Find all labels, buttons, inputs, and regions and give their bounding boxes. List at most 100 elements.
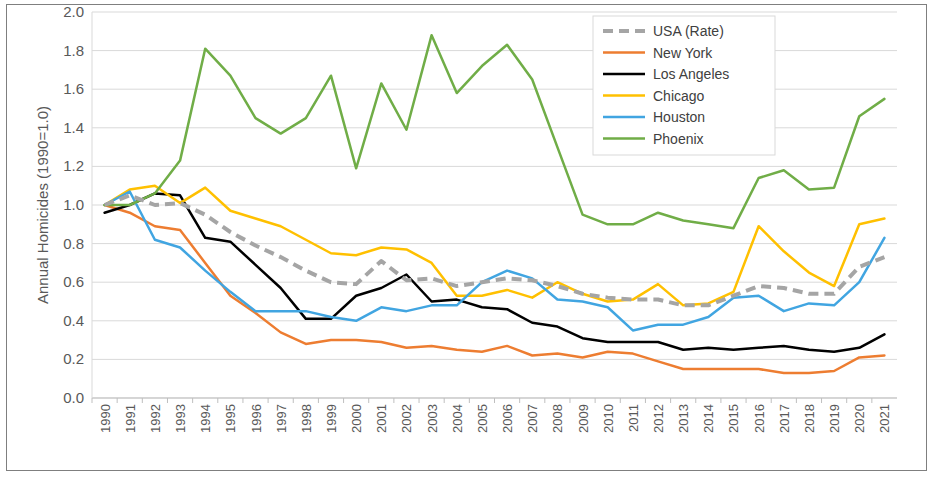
x-tick-label: 2004	[450, 404, 465, 433]
x-tick-label: 2015	[726, 404, 741, 433]
x-tick	[444, 398, 445, 403]
x-tick	[746, 398, 747, 403]
x-tick-label: 1994	[198, 404, 213, 433]
x-tick-label: 1991	[123, 404, 138, 433]
x-tick-label: 2018	[802, 404, 817, 433]
x-tick-label: 2003	[425, 404, 440, 433]
y-axis-label: Annual Homicides (1990=1.0)	[34, 106, 51, 304]
legend-label: Chicago	[653, 88, 705, 104]
x-tick-label: 2011	[626, 404, 641, 432]
x-tick	[343, 398, 344, 403]
grid-line	[92, 205, 897, 206]
legend-swatch	[603, 94, 645, 97]
y-tick-label: 1.0	[63, 196, 84, 213]
x-tick-label: 2013	[676, 404, 691, 433]
legend-label: USA (Rate)	[653, 23, 724, 39]
x-tick-label: 2007	[525, 404, 540, 433]
series-line	[105, 186, 885, 306]
x-tick-label: 2012	[651, 404, 666, 433]
x-tick-label: 1997	[274, 404, 289, 433]
y-tick-label: 2.0	[63, 3, 84, 20]
x-tick-label: 2005	[475, 404, 490, 433]
x-tick	[494, 398, 495, 403]
x-tick-label: 2000	[349, 404, 364, 433]
x-tick-label: 1990	[98, 404, 113, 433]
x-tick-label: 1999	[324, 404, 339, 433]
x-tick	[142, 398, 143, 403]
x-tick-label: 2006	[500, 404, 515, 433]
y-tick-label: 0.8	[63, 235, 84, 252]
x-tick	[569, 398, 570, 403]
x-tick-label: 2017	[777, 404, 792, 433]
grid-line	[92, 282, 897, 283]
x-tick-label: 2001	[374, 404, 389, 433]
legend-swatch	[603, 116, 645, 119]
y-tick-label: 0.6	[63, 273, 84, 290]
legend-label: Phoenix	[653, 131, 704, 147]
grid-line	[92, 359, 897, 360]
x-tick	[595, 398, 596, 403]
legend: USA (Rate) New York Los Angeles Chicago Hous…	[593, 16, 775, 155]
x-tick	[645, 398, 646, 403]
legend-label: New York	[653, 45, 713, 61]
x-tick	[92, 398, 93, 403]
legend-swatch	[603, 137, 645, 140]
y-tick-label: 0.0	[63, 389, 84, 406]
x-tick-label: 2010	[601, 404, 616, 433]
x-tick	[695, 398, 696, 403]
x-tick	[217, 398, 218, 403]
x-tick-label: 2009	[576, 404, 591, 433]
x-tick	[620, 398, 621, 403]
x-tick-label: 2019	[827, 404, 842, 433]
x-tick-label: 1995	[223, 404, 238, 433]
grid-line	[92, 50, 897, 51]
x-tick	[771, 398, 772, 403]
x-tick	[368, 398, 369, 403]
x-tick	[318, 398, 319, 403]
legend-swatch	[603, 51, 645, 54]
x-tick-label: 2002	[399, 404, 414, 433]
legend-swatch	[603, 73, 645, 76]
x-tick-label: 2016	[752, 404, 767, 433]
x-tick	[670, 398, 671, 403]
y-tick-label: 1.4	[63, 119, 84, 136]
series-line	[105, 191, 885, 330]
y-tick-label: 1.8	[63, 42, 84, 59]
x-tick	[242, 398, 243, 403]
x-tick-label: 1992	[148, 404, 163, 433]
x-tick-label: 1993	[173, 404, 188, 433]
legend-label: Los Angeles	[653, 66, 729, 82]
y-tick-label: 0.4	[63, 312, 84, 329]
x-tick	[720, 398, 721, 403]
x-tick	[469, 398, 470, 403]
x-tick	[544, 398, 545, 403]
x-tick	[419, 398, 420, 403]
grid-line	[92, 166, 897, 167]
series-line	[105, 193, 885, 351]
x-tick	[167, 398, 168, 403]
grid-line	[92, 12, 897, 13]
x-tick	[393, 398, 394, 403]
x-tick-label: 2008	[550, 404, 565, 433]
x-tick	[293, 398, 294, 403]
x-tick	[796, 398, 797, 403]
x-tick	[192, 398, 193, 403]
legend-box	[593, 16, 775, 155]
x-tick	[821, 398, 822, 403]
x-tick-label: 1998	[299, 404, 314, 433]
chart: 0.0 0.2 0.4 0.6 0.8 1.0 1.2 1.4 1.6 1.8 2.0 1990 199…	[0, 0, 940, 480]
y-tick-label: 1.2	[63, 157, 84, 174]
y-axis-line	[92, 12, 93, 398]
legend-swatch	[603, 29, 645, 33]
x-tick-label: 2014	[701, 404, 716, 433]
grid-line	[92, 320, 897, 321]
legend-label: Houston	[653, 109, 705, 125]
x-tick	[846, 398, 847, 403]
x-tick	[871, 398, 872, 403]
x-tick	[117, 398, 118, 403]
y-tick-label: 0.2	[63, 350, 84, 367]
y-tick-label: 1.6	[63, 80, 84, 97]
x-tick-label: 1996	[249, 404, 264, 433]
series-line	[105, 195, 885, 305]
x-tick-label: 2021	[877, 404, 892, 433]
